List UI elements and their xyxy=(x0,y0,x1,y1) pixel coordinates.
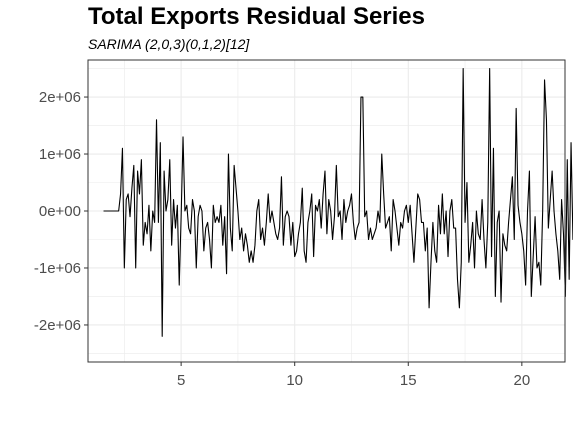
x-tick-label: 5 xyxy=(177,372,185,389)
x-tick-label: 10 xyxy=(286,372,303,389)
chart-title: Total Exports Residual Series xyxy=(88,3,425,30)
residual-series-line xyxy=(103,68,573,337)
x-axis: 5 10 15 20 xyxy=(177,362,530,389)
y-tick-label: -1e+06 xyxy=(34,260,81,277)
x-tick-label: 20 xyxy=(513,372,530,389)
y-axis: 2e+06 1e+06 0e+00 -1e+06 -2e+06 xyxy=(34,89,88,334)
y-tick-label: 1e+06 xyxy=(39,146,81,163)
series-layer xyxy=(103,68,573,337)
y-tick-label: 2e+06 xyxy=(39,89,81,106)
chart-subtitle: SARIMA (2,0,3)(0,1,2)[12] xyxy=(88,36,250,52)
y-tick-label: 0e+00 xyxy=(39,203,81,220)
x-tick-label: 15 xyxy=(400,372,417,389)
y-tick-label: -2e+06 xyxy=(34,317,81,334)
